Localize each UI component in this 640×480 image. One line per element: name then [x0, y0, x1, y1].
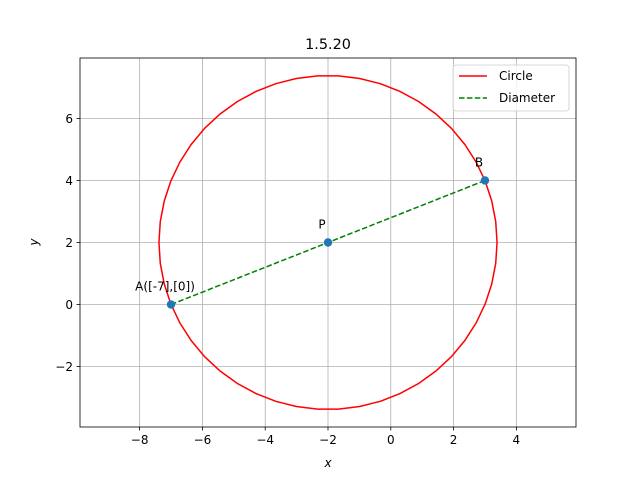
chart-title: 1.5.20: [305, 37, 351, 53]
x-tick-label: −6: [194, 433, 212, 447]
legend: Circle Diameter: [452, 64, 570, 112]
x-tick-label: −2: [319, 433, 337, 447]
circle-series: [158, 75, 498, 410]
y-tick-label: 6: [65, 112, 73, 126]
x-axis-label: x: [323, 456, 332, 470]
x-tick-label: 0: [387, 433, 395, 447]
plot-area: A([-7],[0]) B P: [135, 75, 498, 410]
legend-label-circle: Circle: [499, 69, 533, 83]
y-tick-label: −2: [55, 360, 73, 374]
point-label: A([-7],[0]): [135, 280, 195, 294]
point-label: B: [475, 155, 483, 169]
x-tick-label: −4: [256, 433, 274, 447]
x-tick-label: 4: [513, 433, 521, 447]
x-tick-label: −8: [131, 433, 149, 447]
legend-label-diameter: Diameter: [499, 91, 555, 105]
y-tick-label: 4: [65, 174, 73, 188]
point-label: P: [318, 218, 325, 232]
point-marker: [480, 176, 490, 185]
point-marker: [323, 238, 333, 247]
ticks: −8 −6 −4 −2 0 2 4 −2 0 2 4 6: [55, 112, 520, 447]
y-axis-label: y: [27, 238, 41, 247]
y-tick-label: 2: [65, 236, 73, 250]
x-tick-label: 2: [450, 433, 458, 447]
point-marker: [166, 300, 176, 309]
y-tick-label: 0: [65, 298, 73, 312]
